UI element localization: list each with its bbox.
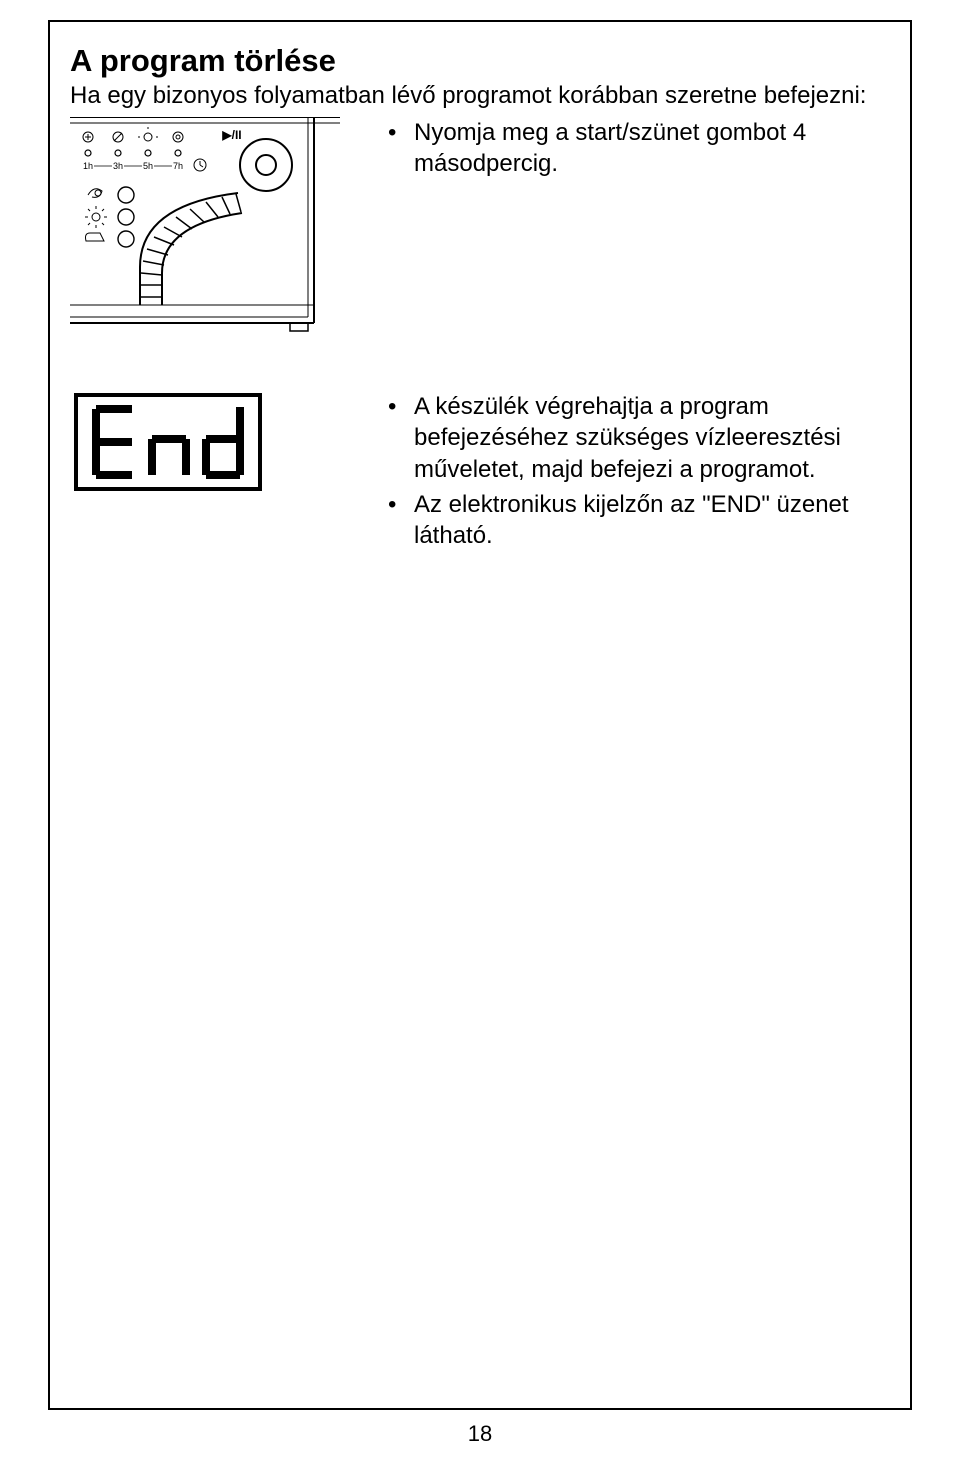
bullet-2-2: Az elektronikus kijelzőn az "END" üzenet… (380, 489, 890, 551)
intro-text: Ha egy bizonyos folyamatban lévő program… (70, 81, 890, 111)
hour-label-4: 7h (173, 161, 183, 171)
row-panel-bullets: 1h 3h 5h 7h ▶/II (70, 117, 890, 337)
content-area: A program törlése Ha egy bizonyos folyam… (70, 42, 890, 555)
control-panel-diagram: 1h 3h 5h 7h ▶/II (70, 117, 340, 337)
row-end-bullets: A készülék végrehajtja a program befejez… (70, 393, 890, 555)
hour-label-3: 5h (143, 161, 153, 171)
page-title: A program törlése (70, 42, 890, 79)
hour-label-1: 1h (83, 161, 93, 171)
end-display-diagram (74, 393, 262, 491)
start-button-outer (240, 139, 292, 191)
bullet-2-1: A készülék végrehajtja a program befejez… (380, 391, 890, 485)
start-button-inner (256, 155, 276, 175)
clock-icon (194, 159, 206, 171)
bullets-group-1: Nyomja meg a start/szünet gombot 4 másod… (380, 117, 890, 183)
bullets-group-2: A készülék végrehajtja a program befejez… (380, 391, 890, 555)
page-number: 18 (0, 1421, 960, 1447)
bullet-1-1: Nyomja meg a start/szünet gombot 4 másod… (380, 117, 890, 179)
play-pause-label: ▶/II (221, 128, 241, 142)
hour-label-2: 3h (113, 161, 123, 171)
